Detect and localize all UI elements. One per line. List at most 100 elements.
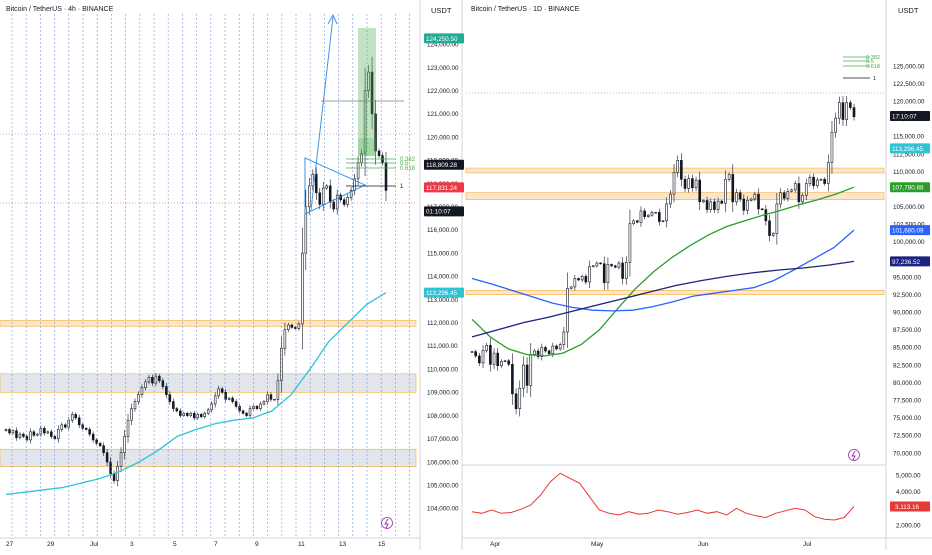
lightning-icon-bolt xyxy=(851,450,856,461)
candle-up xyxy=(29,431,32,441)
candle-up xyxy=(301,252,304,325)
fib-label: 0.618 xyxy=(400,166,416,172)
candle-down xyxy=(186,412,189,416)
candle-down xyxy=(15,430,18,438)
candle-down xyxy=(50,431,53,437)
oscillator-badge-text: 3,113.16 xyxy=(895,504,920,511)
candle-down xyxy=(220,388,224,393)
fib-label: 1 xyxy=(873,76,876,82)
candle-down xyxy=(536,350,540,357)
price-badge xyxy=(890,111,930,122)
candle-up xyxy=(533,350,536,355)
candle-up xyxy=(356,162,360,180)
y-tick-label: 113,000.00 xyxy=(427,297,459,304)
price-badge xyxy=(890,143,930,154)
x-tick-label: Jul xyxy=(90,541,99,548)
candle-up xyxy=(786,190,790,199)
candle-down xyxy=(158,375,161,382)
candle-up xyxy=(154,375,158,384)
oscillator-tick-label: 2,000.00 xyxy=(896,522,921,529)
candle-down xyxy=(635,220,639,223)
candle-down xyxy=(175,408,179,412)
candle-up xyxy=(189,412,193,416)
arrow-head xyxy=(327,13,338,25)
candle-down xyxy=(720,200,724,204)
y-tick-label: 82,500.00 xyxy=(893,362,922,369)
candle-up xyxy=(503,360,507,362)
supply-demand-zone xyxy=(465,290,885,295)
candle-down xyxy=(172,401,175,409)
x-tick-label: Jun xyxy=(698,541,709,548)
x-tick-label: 7 xyxy=(214,541,218,548)
y-tick-label: 92,500.00 xyxy=(893,292,922,299)
candle-down xyxy=(658,212,661,222)
candle-up xyxy=(566,288,569,333)
candle-up xyxy=(119,452,123,467)
candle-up xyxy=(203,412,206,418)
y-tick-label: 80,000.00 xyxy=(893,380,922,387)
candle-down xyxy=(691,178,694,189)
moving-average-line xyxy=(5,292,387,496)
y-tick-label: 100,000.00 xyxy=(893,239,925,246)
candle-up xyxy=(672,171,676,195)
candle-up xyxy=(801,195,804,203)
candle-down xyxy=(269,394,273,400)
candle-up xyxy=(248,408,252,416)
candle-up xyxy=(775,203,779,234)
left-unit-label: USDT xyxy=(431,6,452,15)
y-tick-label: 70,000.00 xyxy=(893,450,922,457)
candle-up xyxy=(297,323,301,329)
candle-down xyxy=(713,201,716,210)
candle-up xyxy=(36,433,39,436)
candle-down xyxy=(841,102,845,120)
candle-up xyxy=(606,264,610,284)
y-tick-label: 111,000.00 xyxy=(427,343,458,350)
candle-down xyxy=(584,276,588,283)
candle-up xyxy=(367,71,370,91)
candle-down xyxy=(332,201,335,210)
x-tick-label: 27 xyxy=(6,541,14,548)
candle-up xyxy=(500,361,503,367)
y-tick-label: 121,000.00 xyxy=(427,111,459,118)
candle-up xyxy=(540,347,544,357)
candle-up xyxy=(311,173,315,187)
candle-up xyxy=(206,409,210,414)
candle-up xyxy=(558,344,562,350)
candle-up xyxy=(753,193,757,200)
price-badge-text: 01:10:07 xyxy=(426,209,451,216)
candle-up xyxy=(830,131,834,163)
x-tick-label: 29 xyxy=(47,541,55,548)
y-tick-label: 77,500.00 xyxy=(893,398,922,405)
candle-up xyxy=(709,201,713,210)
candle-down xyxy=(478,355,481,364)
candle-up xyxy=(259,403,262,409)
right-chart-title: Bitcoin / TetherUS · 1D · BINANCE xyxy=(471,6,580,13)
y-tick-label: 107,000.00 xyxy=(427,436,459,443)
y-tick-label: 109,000.00 xyxy=(427,390,459,397)
candle-up xyxy=(349,190,353,198)
candle-down xyxy=(370,71,374,115)
candle-down xyxy=(698,179,702,203)
y-tick-label: 104,000.00 xyxy=(427,506,459,513)
candle-up xyxy=(485,345,489,351)
candle-up xyxy=(595,262,599,267)
candle-up xyxy=(273,399,276,401)
candle-up xyxy=(57,429,60,440)
candle-up xyxy=(39,428,43,435)
candle-up xyxy=(283,329,287,349)
candle-up xyxy=(646,214,650,217)
candle-down xyxy=(199,414,203,418)
candle-up xyxy=(624,262,628,279)
y-tick-label: 106,000.00 xyxy=(427,459,459,466)
candle-up xyxy=(276,380,280,400)
candle-up xyxy=(60,424,64,430)
oscillator-tick-label: 4,000.00 xyxy=(896,489,921,496)
price-badge-text: 113,296.45 xyxy=(426,290,458,297)
candle-down xyxy=(705,200,709,210)
candle-down xyxy=(161,380,165,387)
candle-down xyxy=(241,410,245,414)
candle-up xyxy=(735,192,738,203)
candle-down xyxy=(547,350,551,355)
candle-up xyxy=(661,220,665,222)
candle-down xyxy=(328,185,332,203)
